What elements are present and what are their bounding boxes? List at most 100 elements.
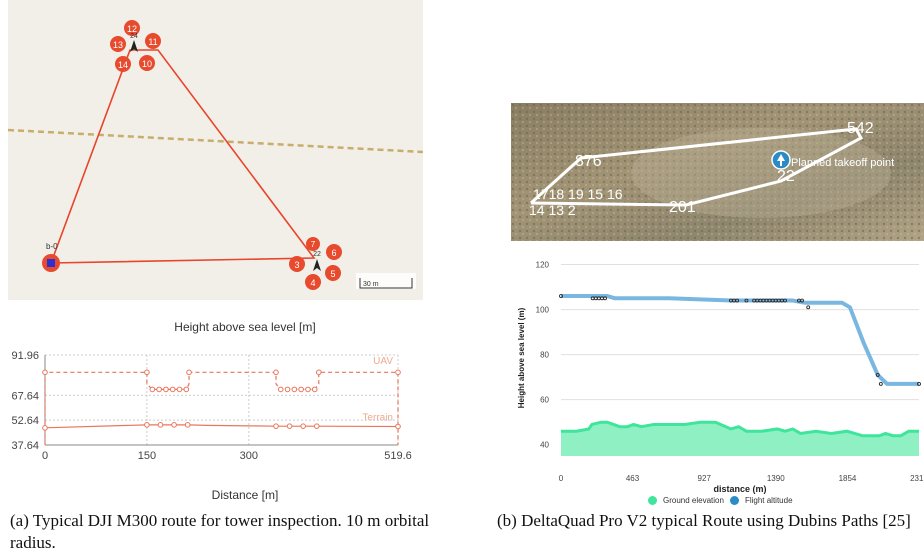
waypoint-marker[interactable]: [305, 274, 321, 290]
data-point: [298, 386, 304, 393]
waypoint-label: 14 13 2: [529, 202, 576, 218]
route-map-svg: 12 11 13 14 10 24 b-0 7 6 3 5 4 22: [8, 20, 423, 290]
satellite-map: 876 542 Planned takeoff point 22 201 171…: [511, 103, 924, 241]
y-tick-label: 40: [540, 441, 549, 450]
waypoint-label: 542: [847, 120, 874, 137]
x-tick-label: 519.6: [384, 450, 412, 462]
chart-a-xlabel: Distance [m]: [211, 488, 279, 502]
waypoint-label: 3: [294, 260, 299, 270]
data-point: [313, 423, 320, 429]
data-point: [144, 369, 150, 376]
waypoint-marker: [735, 298, 740, 303]
home-label: b-0: [46, 242, 58, 251]
waypoint-label: 5: [330, 269, 335, 279]
waypoint-marker[interactable]: [325, 265, 341, 281]
y-tick-label: 67.64: [11, 390, 39, 402]
y-tick-label: 52.64: [11, 415, 39, 427]
data-point: [176, 386, 183, 393]
legend-ground-label: Ground elevation: [663, 496, 724, 505]
data-point: [171, 422, 177, 428]
waypoint-marker: [559, 294, 563, 298]
boundary-dashed-line: [8, 128, 423, 154]
flight-altitude-line: [561, 294, 919, 386]
x-tick-label: 1854: [839, 474, 857, 483]
route-map: 12 11 13 14 10 24 b-0 7 6 3 5 4 22: [8, 0, 423, 300]
y-tick-label: 100: [536, 306, 550, 315]
y-tick-label: 91.96: [11, 350, 39, 362]
waypoint-marker[interactable]: [306, 237, 320, 251]
data-point: [42, 369, 48, 376]
data-point: [169, 386, 176, 393]
waypoint-marker: [917, 381, 921, 386]
series-label: Terrain: [362, 412, 393, 423]
legend-flight-swatch: [729, 496, 739, 505]
y-tick-label: 60: [540, 396, 549, 405]
waypoint-center-label: 24: [130, 33, 138, 40]
legend-ground-swatch: [648, 496, 657, 505]
data-point: [286, 423, 293, 429]
x-tick-label: 300: [240, 450, 258, 462]
y-axis-label: Height above sea level (m): [517, 307, 526, 408]
y-tick-label: 120: [536, 261, 550, 270]
data-point: [183, 386, 190, 393]
waypoint-marker[interactable]: [145, 33, 161, 49]
scale-label: 30 m: [363, 281, 379, 288]
data-point: [42, 425, 48, 431]
waypoint-center-label: 22: [313, 251, 321, 258]
waypoint-label: 876: [575, 153, 602, 170]
data-point: [315, 369, 322, 376]
data-point: [300, 423, 306, 429]
caption-b: (b) DeltaQuad Pro V2 typical Route using…: [497, 511, 911, 530]
x-tick-label: 150: [138, 450, 156, 462]
data-point: [144, 422, 150, 428]
waypoint-marker[interactable]: [326, 244, 342, 260]
takeoff-label: Planned takeoff point: [791, 157, 894, 169]
waypoint-label: 1718 19 15 16: [533, 186, 623, 202]
scale-bar: 30 m: [356, 273, 416, 289]
ground-area: [561, 422, 919, 456]
waypoint-marker[interactable]: [124, 20, 140, 36]
waypoint-marker: [878, 381, 883, 386]
waypoint-cluster-top: 12 11 13 14 10 24: [110, 20, 161, 72]
data-point: [156, 386, 162, 393]
waypoint-marker: [783, 298, 787, 303]
data-point: [395, 423, 401, 430]
waypoint-label: 14: [118, 60, 128, 70]
waypoint-label: 6: [331, 248, 336, 258]
caption-a: (a) Typical DJI M300 route for tower ins…: [10, 511, 430, 552]
waypoint-label: 10: [142, 59, 152, 69]
x-axis-label: distance (m): [713, 484, 766, 494]
waypoint-marker: [875, 372, 880, 377]
x-tick-label: 2317: [910, 474, 924, 483]
waypoint-label: 4: [310, 278, 315, 288]
waypoint-label: 22: [777, 168, 795, 185]
data-point: [291, 386, 298, 393]
waypoint-marker: [800, 298, 804, 303]
x-tick-label: 0: [42, 450, 48, 462]
waypoint-label: 11: [148, 37, 157, 47]
waypoint-marker: [603, 296, 607, 301]
data-point: [163, 386, 169, 393]
flight-route-path: [529, 127, 864, 207]
home-square-icon: [47, 259, 55, 267]
waypoint-marker[interactable]: [110, 36, 126, 52]
chart-a-title: Height above sea level [m]: [174, 320, 316, 334]
waypoint-marker[interactable]: [139, 55, 155, 71]
series-line-uav: [44, 371, 399, 445]
x-tick-label: 463: [626, 474, 640, 483]
chart-b-plot: 120 100 80 60 40 0 463 927 1390 1854 2317 distance …: [517, 261, 924, 494]
waypoint-label: 201: [669, 199, 696, 216]
series-label: UAV: [373, 356, 393, 367]
waypoint-marker[interactable]: [289, 256, 305, 272]
satellite-map-svg: 876 542 Planned takeoff point 22 201 171…: [511, 103, 924, 241]
data-point: [149, 386, 156, 393]
x-tick-label: 1390: [767, 474, 785, 483]
waypoint-label: 13: [113, 40, 123, 50]
series-line-terrain: [44, 424, 399, 429]
waypoint-marker[interactable]: [115, 56, 131, 72]
waypoint-label: 7: [311, 240, 316, 249]
drone-arrow-icon: [130, 40, 138, 52]
legend-flight-label: Flight altitude: [744, 496, 793, 505]
ground-line: [561, 420, 919, 438]
y-tick-label: 80: [540, 351, 549, 360]
